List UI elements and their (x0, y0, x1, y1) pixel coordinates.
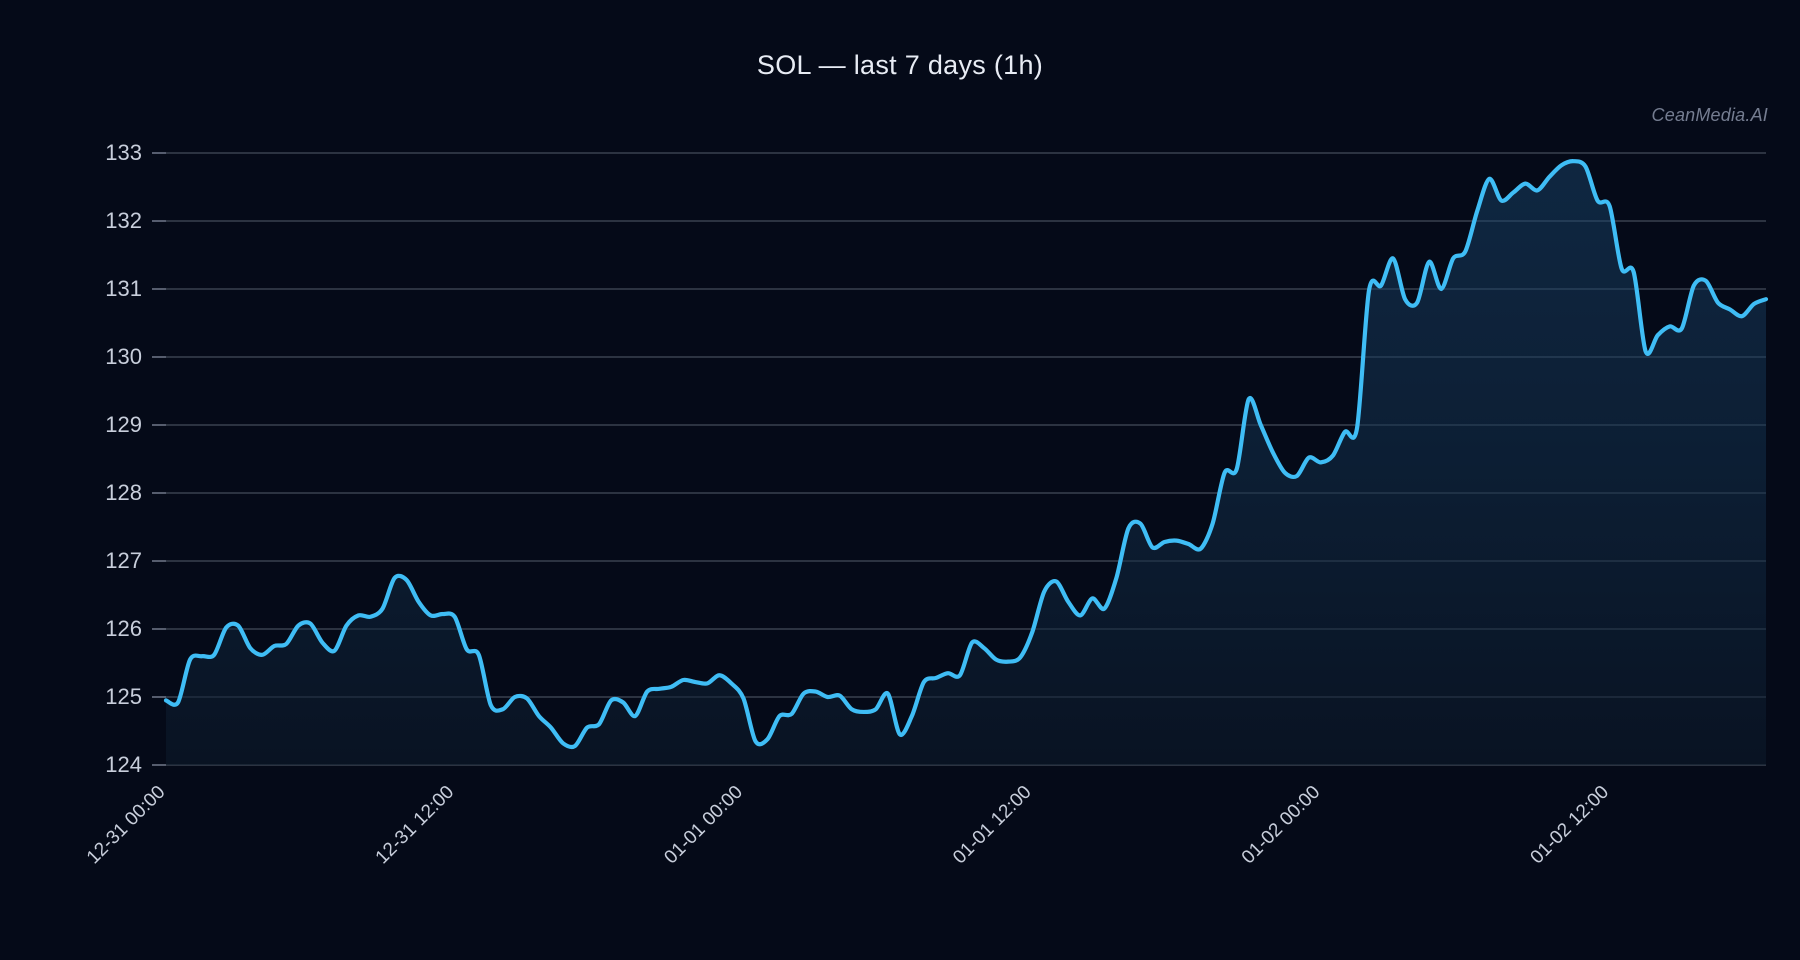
y-tick-label: 129 (105, 412, 142, 437)
y-tick-label: 128 (105, 480, 142, 505)
x-tick-label: 01-02 00:00 (1238, 782, 1325, 869)
watermark-label: CeanMedia.AI (1651, 105, 1768, 125)
y-tick-label: 124 (105, 752, 142, 777)
y-tick-marks-group (152, 152, 166, 766)
x-tick-label: 01-01 12:00 (949, 782, 1036, 869)
price-area-fill (166, 161, 1766, 765)
price-line-path (163, 159, 1769, 750)
chart-title: SOL — last 7 days (1h) (756, 50, 1044, 80)
x-axis-labels-group: 12-31 00:00 12-31 12:00 01-01 00:00 01-01 1… (83, 782, 1614, 869)
y-tick-label: 132 (105, 208, 142, 233)
x-tick-label: 01-02 12:00 (1527, 782, 1614, 869)
y-tick-label: 127 (105, 548, 142, 573)
x-tick-label: 12-31 00:00 (83, 782, 170, 869)
y-tick-label: 130 (105, 344, 142, 369)
y-tick-label: 131 (105, 276, 142, 301)
x-tick-label: 12-31 12:00 (372, 782, 459, 869)
y-tick-label: 133 (105, 140, 142, 165)
y-tick-label: 126 (105, 616, 142, 641)
y-tick-label: 125 (105, 684, 142, 709)
x-tick-label: 01-01 00:00 (660, 782, 747, 869)
y-axis-labels-group: 124 125 126 127 128 129 130 131 132 133 (105, 140, 142, 777)
